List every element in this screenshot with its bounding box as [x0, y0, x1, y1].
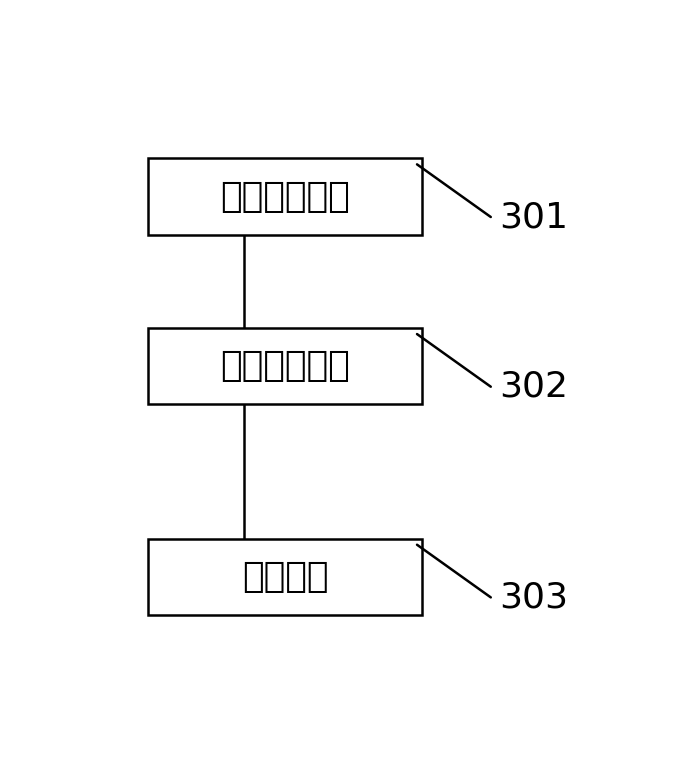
Bar: [148, 159, 422, 235]
Text: 第二获取模块: 第二获取模块: [220, 350, 350, 383]
Text: 计算模块: 计算模块: [242, 560, 328, 594]
Bar: [148, 539, 422, 615]
Text: 302: 302: [498, 369, 568, 404]
Text: 第一获取模块: 第一获取模块: [220, 179, 350, 214]
Text: 301: 301: [498, 200, 568, 234]
Bar: [148, 328, 422, 404]
Text: 303: 303: [498, 581, 568, 614]
